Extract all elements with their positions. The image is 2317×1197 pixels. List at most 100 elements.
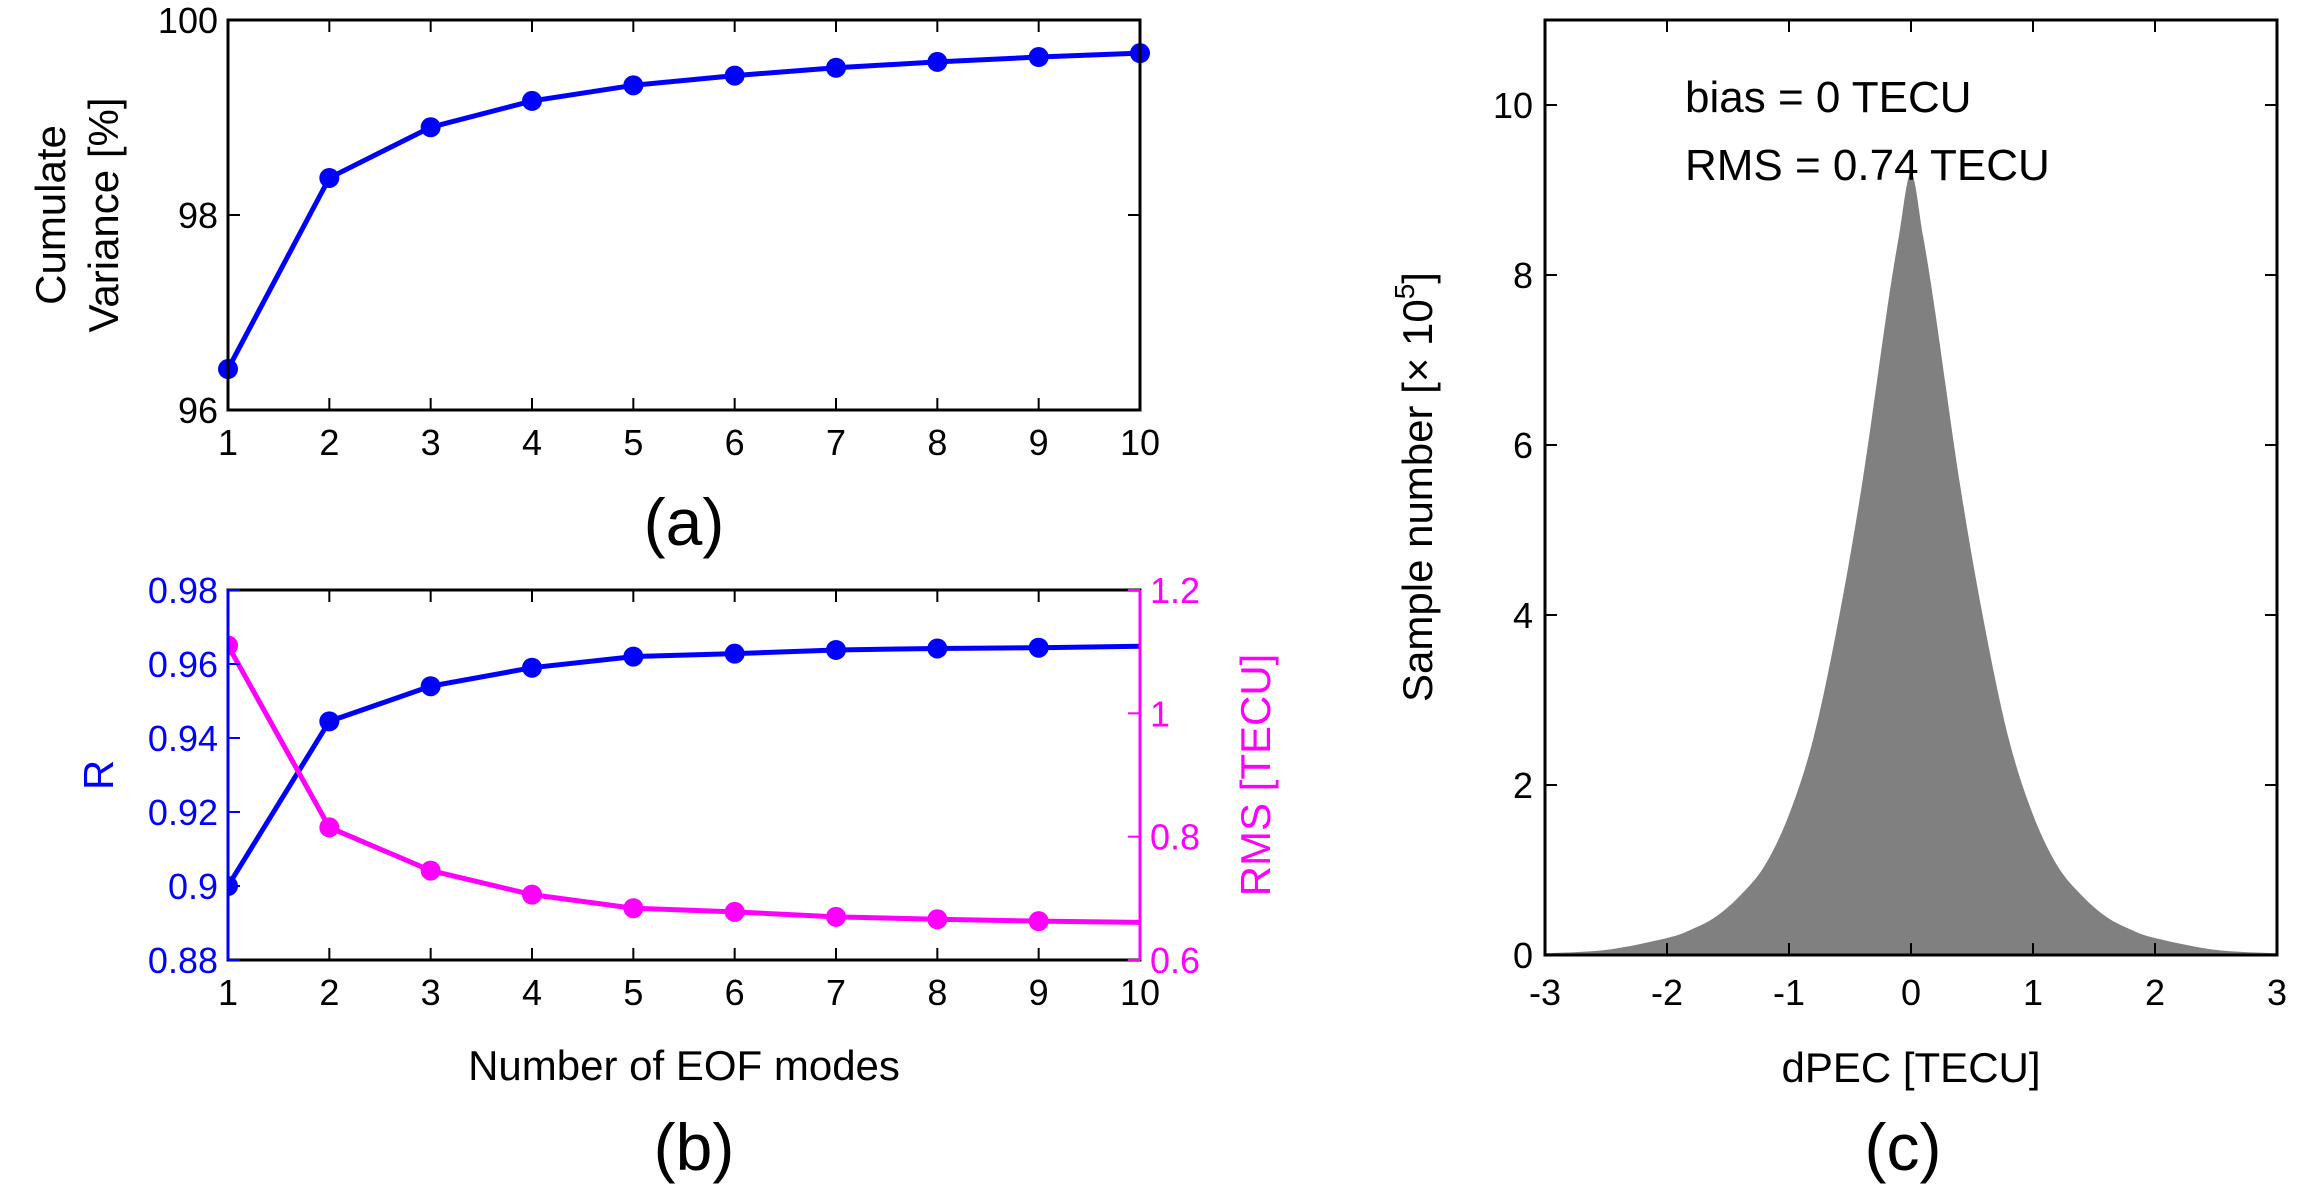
chart-b: 1 2 3 4 5 6 7 8 9 10 0.880.90.920.940.960.98 0.60… xyxy=(75,570,1279,1184)
chart-c-x-tick-label: -2 xyxy=(1651,972,1683,1013)
chart-a-panel-label: (a) xyxy=(644,485,725,559)
chart-b-x-tick-label: 1 xyxy=(218,972,238,1013)
chart-c-ylabel-main: Sample number [× 10 xyxy=(1394,299,1441,702)
data-point-r xyxy=(420,676,441,697)
data-point-cumulate-variance xyxy=(319,167,340,188)
chart-b-plot-area xyxy=(228,635,1140,932)
chart-c-y-tick-label: 2 xyxy=(1513,765,1533,806)
chart-c-y-ticks: 0 2 4 6 8 10 xyxy=(1493,85,2277,976)
chart-c-x-tick-label: -1 xyxy=(1773,972,1805,1013)
chart-a-x-tick-label: 7 xyxy=(826,422,846,463)
data-point-r xyxy=(927,638,948,659)
chart-c-y-tick-label: 10 xyxy=(1493,85,1533,126)
chart-b-y-ticks-right: 0.6 0.8 1 1.2 xyxy=(1128,570,1200,981)
chart-b-x-tick-label: 10 xyxy=(1120,972,1160,1013)
chart-a-x-tick-label: 10 xyxy=(1120,422,1160,463)
chart-a-x-tick-label: 3 xyxy=(421,422,441,463)
data-point-rms xyxy=(522,884,542,905)
data-point-rms xyxy=(319,817,340,838)
chart-a-x-tick-label: 6 xyxy=(725,422,745,463)
chart-a-y-ticks: 96 98 100 xyxy=(158,0,1140,431)
series-line-cumulate-variance xyxy=(225,50,1141,371)
chart-b-x-tick-label: 8 xyxy=(927,972,947,1013)
chart-c-y-tick-label: 8 xyxy=(1513,255,1533,296)
chart-b-y-tick-label-right: 1.2 xyxy=(1150,570,1200,611)
chart-b-y-tick-label-right: 0.8 xyxy=(1150,817,1200,858)
chart-c-x-tick-label: -3 xyxy=(1529,972,1561,1013)
chart-c: -3 -2 -1 0 1 2 3 0 2 4 6 8 10 bias = 0 TECU RMS = 0… xyxy=(1389,18,2287,1184)
chart-b-x-tick-label: 7 xyxy=(826,972,846,1013)
chart-b-x-tick-label: 2 xyxy=(319,972,339,1013)
chart-a-ylabel-line2: Variance [%] xyxy=(80,98,127,333)
chart-b-xlabel: Number of EOF modes xyxy=(468,1042,900,1089)
chart-b-x-tick-label: 6 xyxy=(725,972,745,1013)
chart-c-y-tick-label: 6 xyxy=(1513,425,1533,466)
chart-c-x-ticks: -3 -2 -1 0 1 2 3 xyxy=(1529,20,2287,1013)
series-line-rms xyxy=(228,644,1140,925)
data-point-r xyxy=(319,711,340,732)
chart-b-y-tick-label-left: 0.88 xyxy=(148,940,218,981)
data-point-r xyxy=(522,657,542,678)
data-point-r xyxy=(724,643,745,664)
chart-a-ylabel-line1: Cumulate xyxy=(27,125,74,305)
data-point-r xyxy=(1028,637,1049,658)
data-point-rms xyxy=(826,906,846,927)
chart-b-x-tick-label: 9 xyxy=(1029,972,1049,1013)
data-point-rms xyxy=(420,860,441,881)
data-point-rms xyxy=(228,635,238,656)
chart-b-marks xyxy=(228,635,1140,932)
distribution-area xyxy=(1545,173,2277,955)
chart-b-y-tick-label-left: 0.9 xyxy=(168,866,218,907)
chart-c-marks xyxy=(1545,173,2277,955)
data-point-cumulate-variance xyxy=(724,65,745,86)
chart-c-panel-label: (c) xyxy=(1865,1110,1942,1184)
chart-a-marks xyxy=(218,43,1150,380)
data-point-cumulate-variance xyxy=(623,75,644,96)
data-point-rms xyxy=(927,909,948,930)
chart-c-x-tick-label: 1 xyxy=(2023,972,2043,1013)
chart-a: 1 2 3 4 5 6 7 8 9 10 96 98 100 Cumulate Variance [%… xyxy=(27,0,1160,559)
chart-a-y-tick-label: 96 xyxy=(178,390,218,431)
chart-c-y-tick-label: 0 xyxy=(1513,935,1533,976)
series-line-r xyxy=(228,643,1140,888)
chart-a-x-tick-label: 5 xyxy=(623,422,643,463)
chart-c-x-tick-label: 3 xyxy=(2267,972,2287,1013)
chart-b-panel-label: (b) xyxy=(654,1110,735,1184)
data-point-cumulate-variance xyxy=(522,90,542,111)
data-point-cumulate-variance xyxy=(420,117,441,138)
chart-a-x-tick-label: 4 xyxy=(522,422,542,463)
chart-a-x-tick-label: 9 xyxy=(1029,422,1049,463)
chart-b-ylabel-left: R xyxy=(75,760,122,790)
chart-c-ylabel-close: ] xyxy=(1394,272,1441,284)
chart-b-y-tick-label-right: 0.6 xyxy=(1150,940,1200,981)
chart-b-x-tick-label: 4 xyxy=(522,972,542,1013)
data-point-cumulate-variance xyxy=(826,57,846,78)
chart-b-y-tick-label-left: 0.96 xyxy=(148,644,218,685)
chart-c-x-tick-label: 2 xyxy=(2145,972,2165,1013)
data-point-rms xyxy=(1028,911,1049,932)
chart-c-ylabel-exponent: 5 xyxy=(1389,284,1420,300)
chart-b-y-tick-label-left: 0.98 xyxy=(148,570,218,611)
chart-b-x-tick-label: 3 xyxy=(421,972,441,1013)
chart-b-y-tick-label-left: 0.94 xyxy=(148,718,218,759)
chart-b-ylabel-right: RMS [TECU] xyxy=(1232,654,1279,897)
chart-c-ylabel: Sample number [× 105] xyxy=(1389,272,1441,702)
chart-a-x-tick-label: 8 xyxy=(927,422,947,463)
data-point-rms xyxy=(623,898,644,919)
chart-a-x-tick-label: 1 xyxy=(218,422,238,463)
chart-c-annotation-rms: RMS = 0.74 TECU xyxy=(1685,141,2050,190)
chart-c-annotation-bias: bias = 0 TECU xyxy=(1685,73,1972,122)
data-point-cumulate-variance xyxy=(1028,47,1049,68)
data-point-r xyxy=(623,646,644,667)
chart-a-x-ticks: 1 2 3 4 5 6 7 8 9 10 xyxy=(218,20,1160,463)
data-point-r xyxy=(826,639,846,660)
chart-c-y-tick-label: 4 xyxy=(1513,595,1533,636)
chart-b-y-tick-label-left: 0.92 xyxy=(148,792,218,833)
chart-a-y-tick-label: 100 xyxy=(158,0,218,41)
chart-a-x-tick-label: 2 xyxy=(319,422,339,463)
chart-b-y-tick-label-right: 1 xyxy=(1150,693,1170,734)
chart-b-y-ticks-left: 0.88 0.9 0.92 0.94 0.96 0.98 xyxy=(148,570,240,981)
chart-c-xlabel: dPEC [TECU] xyxy=(1781,1044,2040,1091)
chart-c-x-tick-label: 0 xyxy=(1901,972,1921,1013)
